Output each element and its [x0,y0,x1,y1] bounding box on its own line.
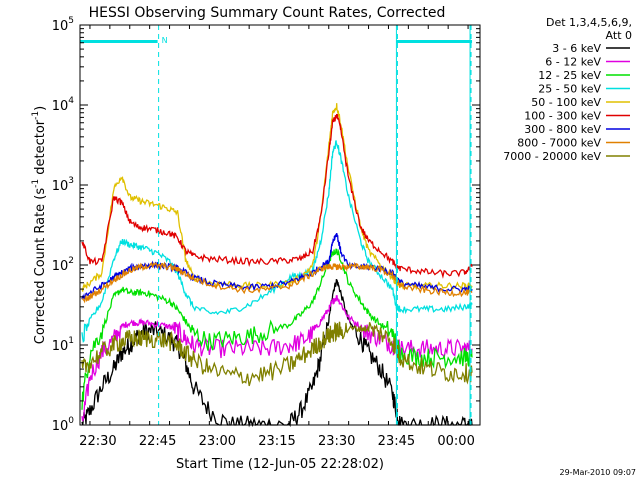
marker-bar-2 [396,40,473,43]
y-axis: 100 101 102 103 104 105 [52,16,480,434]
chart-title: HESSI Observing Summary Count Rates, Cor… [89,5,446,21]
y-tick-label: 104 [52,96,75,114]
series-line-2 [81,295,473,422]
legend-label: 7000 - 20000 keV [503,150,601,163]
x-tick-label: 23:45 [378,434,415,449]
y-tick-label: 102 [52,256,74,274]
legend-label: 3 - 6 keV [552,42,601,55]
y-tick-label: 101 [52,336,74,354]
marker-bar-1 [80,40,158,43]
timestamp: 29-Mar-2010 09:07 [560,468,637,477]
y-tick-label: 100 [52,416,75,434]
y-tick-label: 105 [52,16,74,34]
x-axis: 22:30 22:45 23:00 23:15 23:30 23:45 00:00 [79,25,475,449]
legend-header-line: Det 1,3,4,5,6,9, [546,16,632,29]
y-tick-label: 103 [52,176,74,194]
legend-label: 100 - 300 keV [524,110,601,123]
x-tick-label: 23:30 [318,434,355,449]
marker-layer: N [80,25,473,425]
x-tick-label: 22:30 [79,434,116,449]
legend-header-line: Att 0 [606,29,632,42]
y-label-main: Corrected Count Rate (s [33,188,48,345]
marker-bar-label: N [162,36,168,45]
x-tick-label: 22:45 [139,434,176,449]
legend-label: 300 - 800 keV [524,123,601,136]
legend-label: 6 - 12 keV [545,56,601,69]
series-line-4 [81,140,473,344]
legend-label: 25 - 50 keV [538,83,601,96]
plot-area: N 22:30 22:45 23:00 23:15 23:30 23:45 00:00 10… [52,16,481,449]
y-label-sup1: -1 [31,179,41,188]
axes-frame [79,24,481,426]
legend-label: 12 - 25 keV [538,69,601,82]
series-line-6 [81,113,473,279]
series-layer [81,103,473,428]
series-line-3 [81,248,473,410]
x-tick-label: 23:15 [258,434,295,449]
y-label-mid: detector [33,119,48,179]
y-axis-label: Corrected Count Rate (s-1 detector-1) [31,106,48,344]
legend-label: 50 - 100 keV [531,96,601,109]
x-axis-label: Start Time (12-Jun-05 22:28:02) [176,457,384,472]
x-tick-label: 00:00 [437,434,474,449]
legend-label: 800 - 7000 keV [517,137,601,150]
y-label-sup2: -1 [31,111,41,120]
y-label-end: ) [33,106,48,111]
x-tick-label: 23:00 [199,434,236,449]
